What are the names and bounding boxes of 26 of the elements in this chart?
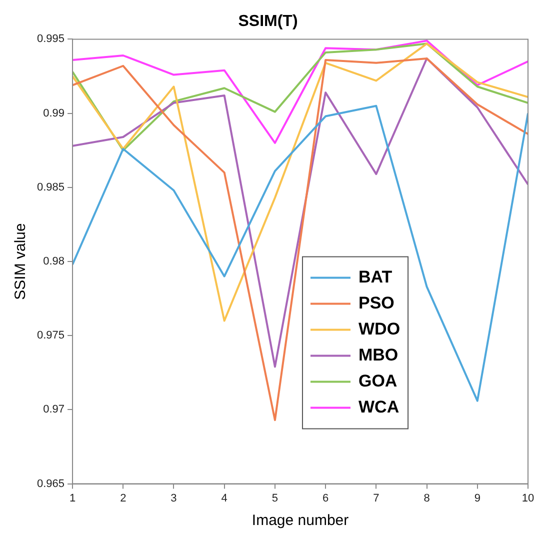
- legend-label: MBO: [358, 345, 398, 364]
- legend-label: PSO: [358, 293, 394, 312]
- legend-label: BAT: [358, 267, 393, 286]
- x-tick-label: 8: [424, 492, 430, 504]
- x-tick-label: 9: [474, 492, 480, 504]
- y-tick-label: 0.99: [43, 107, 65, 120]
- x-tick-label: 7: [373, 492, 380, 504]
- x-tick-label: 4: [221, 492, 228, 504]
- x-axis-title: Image number: [252, 512, 349, 530]
- legend-label: WCA: [358, 397, 400, 416]
- y-tick-label: 0.97: [43, 404, 65, 416]
- y-tick-label: 0.98: [43, 256, 65, 268]
- x-tick-label: 5: [272, 492, 278, 504]
- x-tick-label: 1: [69, 492, 76, 504]
- x-tick-label: 6: [322, 492, 329, 504]
- y-axis-title: SSIM value: [12, 223, 30, 300]
- chart-title: SSIM(T): [238, 13, 298, 30]
- y-tick-label: 0.965: [36, 478, 65, 490]
- y-tick-label: 0.975: [36, 330, 65, 342]
- y-tick-label: 0.995: [36, 33, 65, 46]
- x-tick-label: 3: [170, 492, 177, 504]
- y-tick-label: 0.985: [36, 181, 65, 194]
- legend-label: GOA: [358, 371, 398, 390]
- x-tick-label: 2: [120, 492, 126, 504]
- x-tick-label: 10: [522, 492, 534, 504]
- legend-label: WDO: [358, 319, 400, 338]
